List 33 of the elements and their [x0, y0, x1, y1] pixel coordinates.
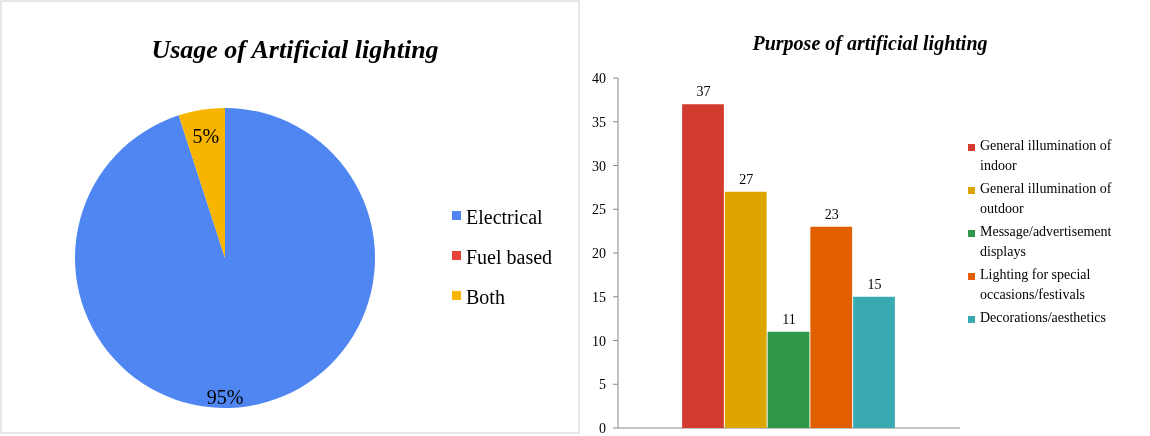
- legend-label: Message/advertisement displays: [980, 224, 1112, 259]
- data-label: 23: [824, 206, 839, 222]
- legend-label: General illumination of outdoor: [980, 181, 1112, 216]
- y-tick-label: 30: [592, 158, 606, 174]
- legend-label: Both: [466, 286, 505, 308]
- bar: [853, 296, 895, 428]
- data-label: 5%: [192, 124, 220, 147]
- bar: [767, 331, 810, 428]
- legend-label: Fuel based: [466, 246, 553, 268]
- legend-label: Electrical: [466, 206, 544, 228]
- legend-label: General illumination of indoor: [980, 138, 1112, 173]
- y-tick-label: 20: [592, 246, 606, 261]
- bar: [724, 191, 767, 428]
- pie-slice: [178, 108, 225, 258]
- y-tick-label: 15: [592, 289, 606, 305]
- y-tick-label: 0: [599, 421, 606, 436]
- y-tick-label: 35: [592, 114, 606, 130]
- bar: [682, 104, 724, 428]
- data-label: 27: [739, 171, 754, 187]
- legend-label: Decorations/aesthetics: [980, 310, 1106, 325]
- y-tick-label: 25: [592, 202, 606, 218]
- chart-title: Purpose of artificial lighting: [751, 32, 988, 55]
- chart-title: Usage of Artificial lighting: [151, 35, 439, 64]
- y-tick-label: 10: [592, 333, 606, 349]
- data-label: 11: [782, 311, 796, 327]
- legend-label: Lighting for special occasions/festivals: [980, 267, 1091, 302]
- data-label: 15: [867, 276, 882, 292]
- y-tick-label: 40: [592, 71, 606, 86]
- bar: [810, 226, 853, 428]
- y-tick-label: 5: [599, 377, 606, 393]
- pie-slice: [75, 108, 375, 408]
- data-label: 37: [696, 84, 711, 100]
- data-label: 95%: [206, 385, 244, 408]
